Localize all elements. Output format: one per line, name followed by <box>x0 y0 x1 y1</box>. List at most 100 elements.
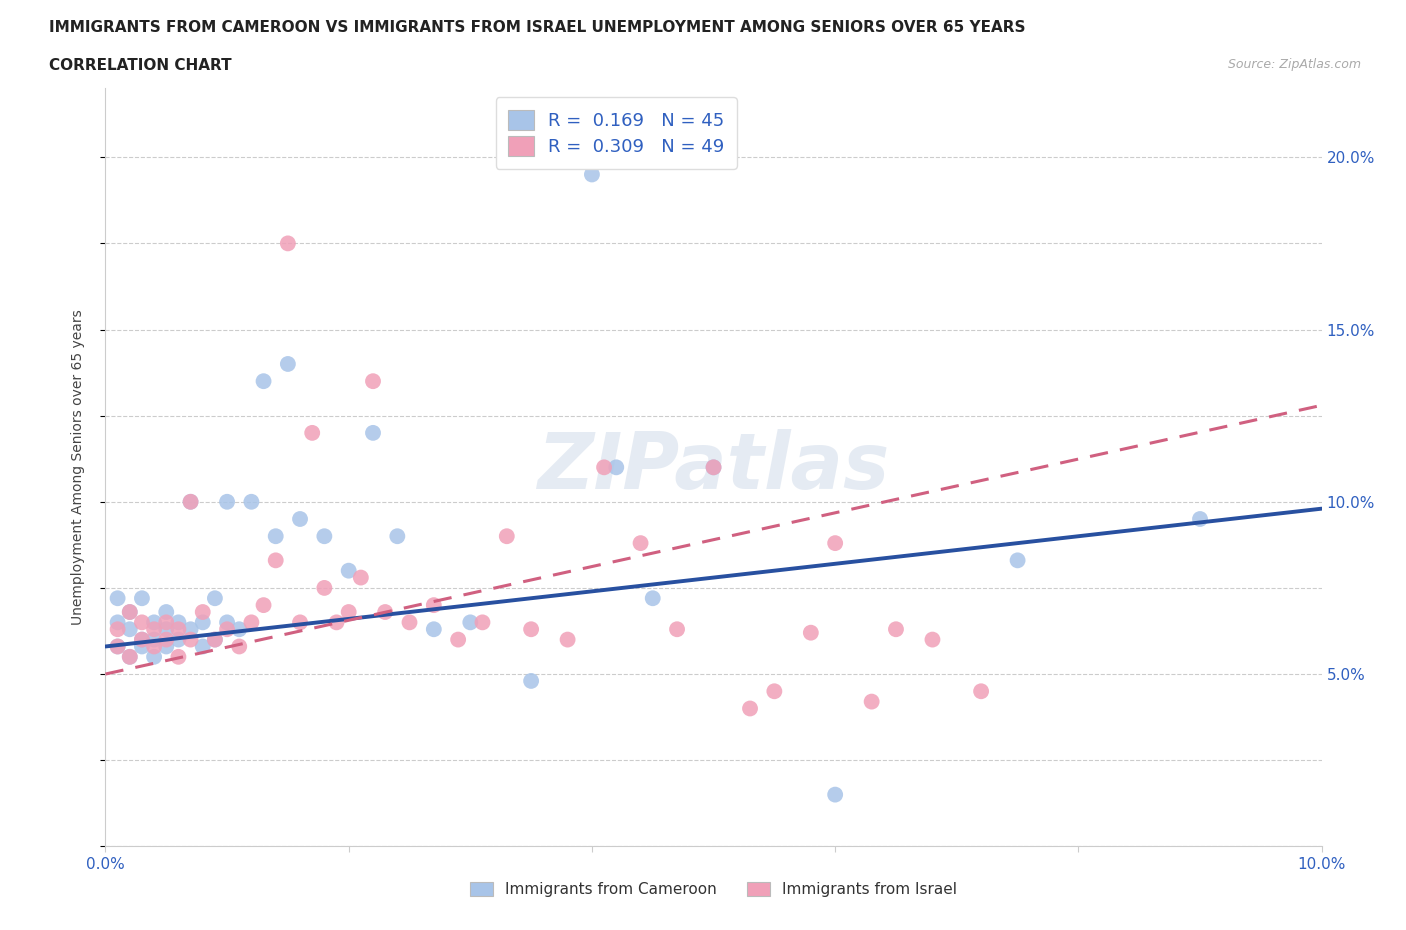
Point <box>143 639 166 654</box>
Point <box>471 615 494 630</box>
Point <box>824 787 846 802</box>
Point <box>423 622 446 637</box>
Point <box>921 632 943 647</box>
Point <box>107 591 129 605</box>
Point <box>520 622 543 637</box>
Point <box>581 167 603 182</box>
Point <box>191 615 214 630</box>
Point <box>495 529 517 544</box>
Point <box>191 639 214 654</box>
Point <box>1188 512 1211 526</box>
Point <box>217 622 239 637</box>
Point <box>520 673 543 688</box>
Point <box>240 615 263 630</box>
Point <box>738 701 761 716</box>
Point <box>143 632 166 647</box>
Point <box>557 632 579 647</box>
Point <box>1007 553 1029 568</box>
Point <box>107 622 129 637</box>
Point <box>252 598 274 613</box>
Point <box>180 632 202 647</box>
Point <box>180 495 202 510</box>
Point <box>155 639 177 654</box>
Point <box>118 649 141 664</box>
Point <box>240 495 263 510</box>
Point <box>107 615 129 630</box>
Point <box>264 553 287 568</box>
Point <box>191 604 214 619</box>
Point <box>860 694 883 709</box>
Point <box>301 425 323 440</box>
Point <box>167 622 190 637</box>
Point <box>423 598 446 613</box>
Point <box>167 632 190 647</box>
Point <box>131 639 153 654</box>
Point <box>702 460 725 475</box>
Point <box>447 632 470 647</box>
Point <box>277 356 299 371</box>
Point <box>605 460 627 475</box>
Point <box>118 622 141 637</box>
Point <box>337 564 360 578</box>
Point <box>143 622 166 637</box>
Point <box>763 684 786 698</box>
Point <box>180 495 202 510</box>
Point <box>884 622 907 637</box>
Point <box>167 615 190 630</box>
Point <box>824 536 846 551</box>
Point <box>107 639 129 654</box>
Point <box>630 536 652 551</box>
Point <box>277 236 299 251</box>
Point <box>155 604 177 619</box>
Point <box>155 632 177 647</box>
Text: CORRELATION CHART: CORRELATION CHART <box>49 58 232 73</box>
Point <box>314 529 336 544</box>
Point <box>204 591 226 605</box>
Point <box>458 615 481 630</box>
Point <box>131 591 153 605</box>
Point <box>217 615 239 630</box>
Text: IMMIGRANTS FROM CAMEROON VS IMMIGRANTS FROM ISRAEL UNEMPLOYMENT AMONG SENIORS OV: IMMIGRANTS FROM CAMEROON VS IMMIGRANTS F… <box>49 20 1026 35</box>
Text: Source: ZipAtlas.com: Source: ZipAtlas.com <box>1227 58 1361 71</box>
Point <box>167 649 190 664</box>
Point <box>155 615 177 630</box>
Point <box>800 625 823 640</box>
Point <box>264 529 287 544</box>
Point <box>361 374 384 389</box>
Point <box>118 604 141 619</box>
Legend: Immigrants from Cameroon, Immigrants from Israel: Immigrants from Cameroon, Immigrants fro… <box>464 876 963 903</box>
Point <box>970 684 993 698</box>
Point <box>228 622 250 637</box>
Point <box>314 580 336 595</box>
Point <box>337 604 360 619</box>
Point <box>666 622 689 637</box>
Point <box>180 622 202 637</box>
Point <box>398 615 420 630</box>
Point <box>593 460 616 475</box>
Point <box>350 570 373 585</box>
Point <box>204 632 226 647</box>
Point <box>143 649 166 664</box>
Point <box>228 639 250 654</box>
Point <box>374 604 396 619</box>
Point <box>118 604 141 619</box>
Point <box>361 425 384 440</box>
Point <box>107 639 129 654</box>
Point <box>131 632 153 647</box>
Point <box>387 529 409 544</box>
Point <box>131 632 153 647</box>
Point <box>641 591 664 605</box>
Point <box>155 622 177 637</box>
Point <box>118 649 141 664</box>
Point <box>131 615 153 630</box>
Point <box>252 374 274 389</box>
Point <box>288 512 311 526</box>
Y-axis label: Unemployment Among Seniors over 65 years: Unemployment Among Seniors over 65 years <box>70 310 84 625</box>
Text: ZIPatlas: ZIPatlas <box>537 430 890 505</box>
Point <box>325 615 347 630</box>
Point <box>143 615 166 630</box>
Point <box>204 632 226 647</box>
Point <box>217 495 239 510</box>
Point <box>288 615 311 630</box>
Point <box>702 460 725 475</box>
